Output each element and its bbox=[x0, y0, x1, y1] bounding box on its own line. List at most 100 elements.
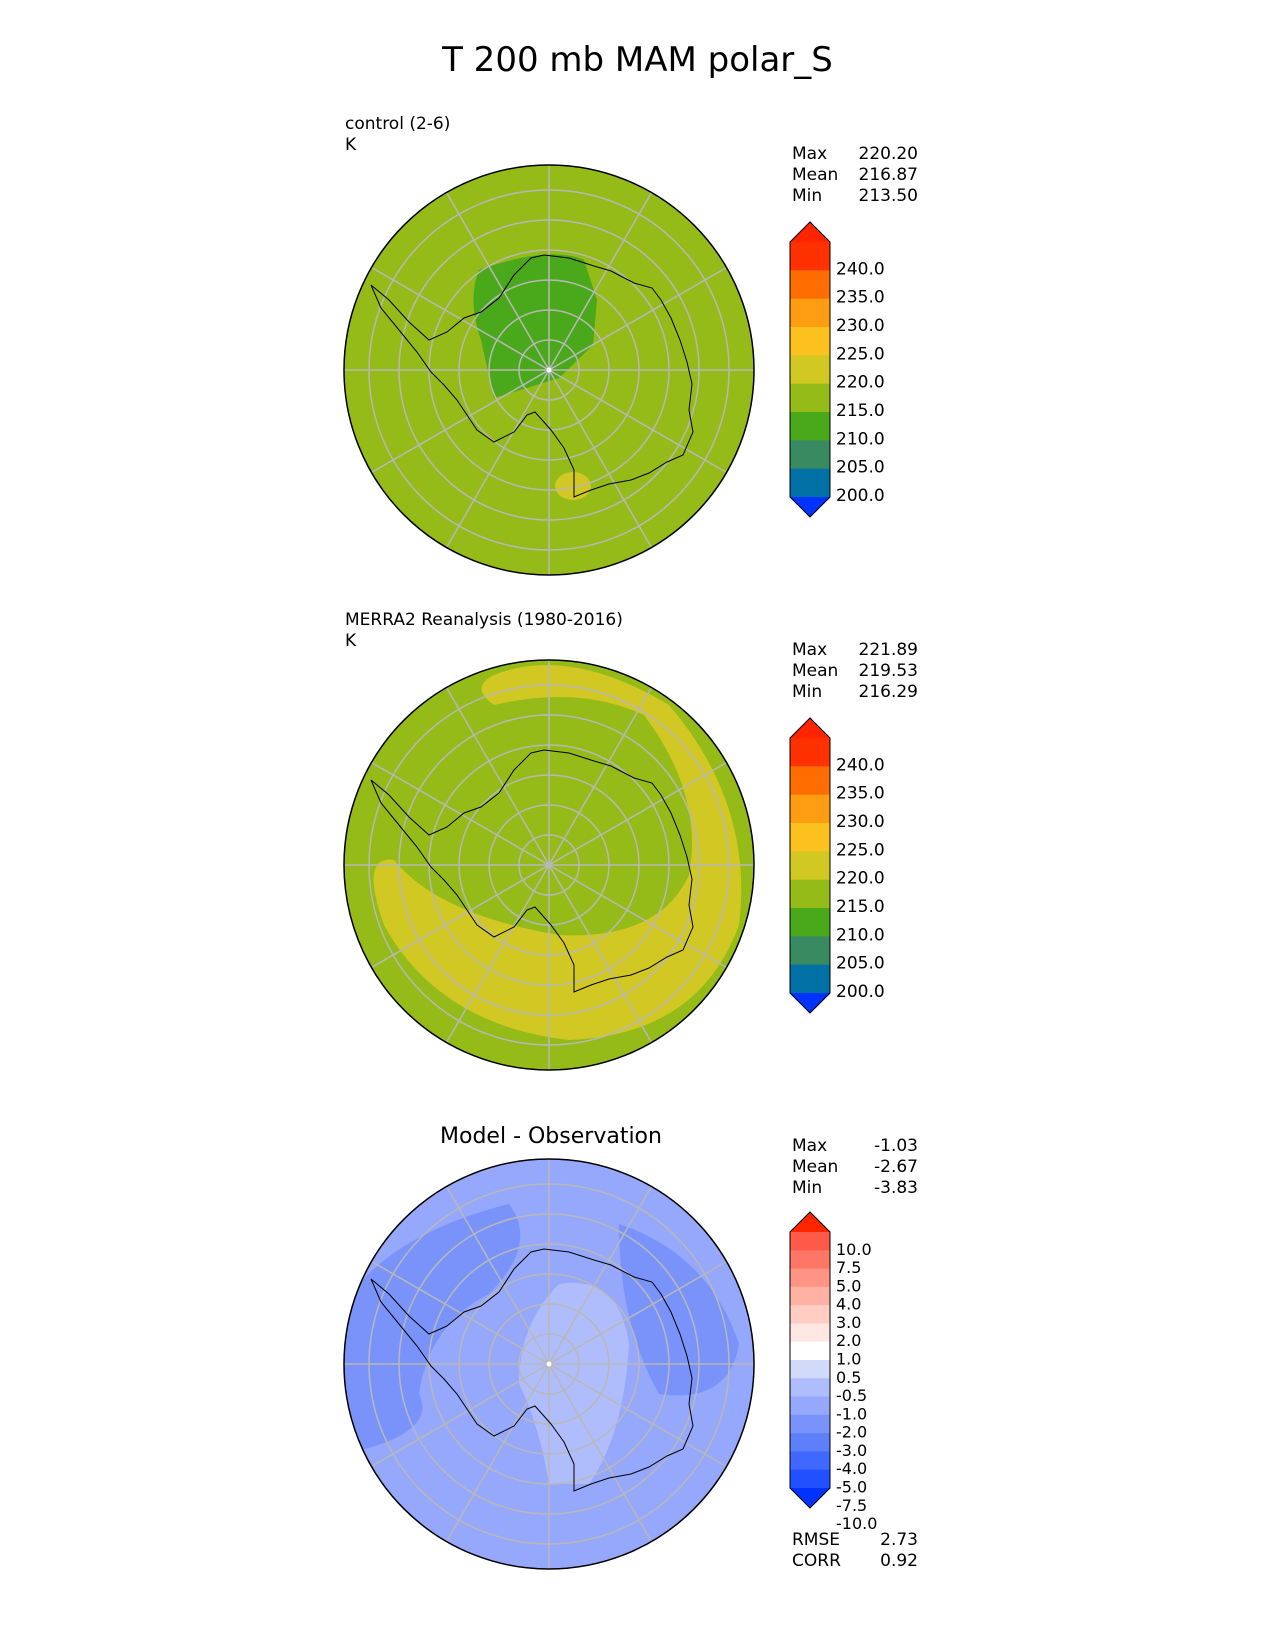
colorbar-tick-label: 240.0 bbox=[836, 755, 885, 775]
panel-1-label: control (2-6) K bbox=[345, 114, 450, 156]
colorbar-segment bbox=[790, 1305, 830, 1324]
colorbar-tick-label: 3.0 bbox=[836, 1313, 861, 1332]
colorbar-outline bbox=[789, 717, 831, 1014]
map-panel-3 bbox=[343, 1158, 755, 1570]
colorbar-segment bbox=[790, 1323, 830, 1343]
metric-key: CORR bbox=[792, 1551, 841, 1571]
colorbar-tick-label: 215.0 bbox=[836, 401, 885, 421]
panel-3-stats: Max -1.03 Mean -2.67 Min -3.83 bbox=[792, 1136, 918, 1199]
stat-value: 221.89 bbox=[858, 640, 918, 660]
stat-value: -2.67 bbox=[874, 1157, 918, 1177]
colorbar-segment bbox=[790, 1268, 830, 1288]
colorbar-segment bbox=[790, 936, 830, 966]
map-field bbox=[344, 1159, 754, 1569]
colorbar-segment bbox=[790, 327, 830, 356]
colorbar-segment bbox=[790, 1451, 830, 1471]
colorbar-panel-1: 240.0 235.0 230.0 225.0 220.0 215.0 210.0 205.0… bbox=[789, 221, 885, 518]
stat-key: Max bbox=[792, 640, 828, 660]
colorbar-segment bbox=[790, 298, 830, 328]
colorbar-tick-label: 220.0 bbox=[836, 869, 885, 889]
colorbar-segment bbox=[790, 1286, 830, 1306]
colorbar-segment bbox=[790, 1433, 830, 1452]
panel-1-stats: Max 220.20 Mean 216.87 Min 213.50 bbox=[792, 144, 918, 207]
colorbar-tick-label: 200.0 bbox=[836, 486, 885, 506]
colorbar-tick-label: 230.0 bbox=[836, 812, 885, 832]
panel-2-title: MERRA2 Reanalysis (1980-2016) bbox=[345, 610, 623, 630]
colorbar-tick-label: -2.0 bbox=[836, 1423, 867, 1442]
colorbar-tick-label: -3.0 bbox=[836, 1441, 867, 1460]
colorbar-tick-label: -1.0 bbox=[836, 1404, 867, 1423]
field-region-minus4-minus3 bbox=[344, 1204, 521, 1454]
colorbar-segment bbox=[790, 1469, 830, 1489]
colorbar-segment bbox=[790, 468, 830, 498]
colorbar-extend-max bbox=[790, 222, 830, 242]
colorbar-segment bbox=[790, 412, 830, 441]
metric-value: 2.73 bbox=[880, 1530, 918, 1550]
colorbar-tick-label: 240.0 bbox=[836, 259, 885, 279]
map-panel-1 bbox=[343, 164, 755, 576]
colorbar-segment bbox=[790, 242, 830, 271]
map-field bbox=[344, 165, 754, 575]
colorbar-tick-label: 200.0 bbox=[836, 982, 885, 1002]
colorbar-tick-label: 205.0 bbox=[836, 954, 885, 974]
colorbar-extend-min bbox=[790, 993, 830, 1013]
map-border bbox=[343, 164, 755, 576]
colorbar-segment bbox=[790, 1396, 830, 1416]
colorbar-outline bbox=[789, 221, 831, 518]
colorbar-segment bbox=[790, 851, 830, 881]
antarctica-coastline bbox=[370, 254, 694, 498]
stat-value: 216.87 bbox=[858, 165, 918, 185]
colorbar-segment bbox=[790, 440, 830, 470]
colorbar-extend-min bbox=[790, 497, 830, 517]
colorbar-tick-label: 215.0 bbox=[836, 897, 885, 917]
field-region-220-225 bbox=[373, 665, 742, 1040]
colorbar-segment bbox=[790, 383, 830, 413]
stat-value: -1.03 bbox=[874, 1136, 918, 1156]
panel-2-label: MERRA2 Reanalysis (1980-2016) K bbox=[345, 610, 623, 652]
colorbar-segment bbox=[790, 908, 830, 937]
panel-1-units: K bbox=[345, 135, 357, 155]
colorbar-tick-label: -10.0 bbox=[836, 1514, 877, 1533]
stat-key: Min bbox=[792, 1178, 823, 1198]
colorbar-tick-label: 1.0 bbox=[836, 1350, 861, 1369]
colorbar-segment bbox=[790, 879, 830, 909]
colorbar-tick-label: 10.0 bbox=[836, 1240, 872, 1259]
colorbar-tick-label: 205.0 bbox=[836, 458, 885, 478]
map-border bbox=[343, 659, 755, 1071]
stat-key: Max bbox=[792, 144, 828, 164]
stat-key: Mean bbox=[792, 1157, 839, 1177]
field-region-220-225 bbox=[555, 472, 591, 500]
colorbar-tick-label: 225.0 bbox=[836, 840, 885, 860]
stat-key: Max bbox=[792, 1136, 828, 1156]
stat-value: 216.29 bbox=[858, 682, 918, 702]
colorbar-tick-label: 210.0 bbox=[836, 429, 885, 449]
colorbar-extend-max bbox=[790, 1212, 830, 1232]
panel-3-metrics: RMSE 2.73 CORR 0.92 bbox=[792, 1530, 918, 1572]
colorbar-tick-label: 220.0 bbox=[836, 373, 885, 393]
colorbar-segment bbox=[790, 964, 830, 994]
colorbar-segment bbox=[790, 823, 830, 852]
colorbar-tick-label: -7.5 bbox=[836, 1496, 867, 1515]
panel-2-units: K bbox=[345, 631, 357, 651]
metric-key: RMSE bbox=[792, 1530, 841, 1550]
colorbar-extend-max bbox=[790, 718, 830, 738]
colorbar-tick-label: 230.0 bbox=[836, 316, 885, 336]
colorbar-panel-2: 240.0 235.0 230.0 225.0 220.0 215.0 210.0 205.0… bbox=[789, 717, 885, 1014]
colorbar-segment bbox=[790, 1232, 830, 1251]
antarctica-coastline bbox=[370, 1248, 694, 1492]
metric-value: 0.92 bbox=[880, 1551, 918, 1571]
colorbar-tick-label: 0.5 bbox=[836, 1368, 861, 1387]
map-panel-2 bbox=[343, 659, 755, 1071]
colorbar-tick-label: 235.0 bbox=[836, 784, 885, 804]
stat-key: Mean bbox=[792, 661, 839, 681]
colorbar-tick-label: -0.5 bbox=[836, 1386, 867, 1405]
colorbar-segment bbox=[790, 794, 830, 824]
antarctica-coastline bbox=[370, 749, 694, 993]
pole-marker bbox=[546, 1361, 552, 1367]
field-region-minus4-minus3 bbox=[619, 1224, 739, 1396]
colorbar-extend-min bbox=[790, 1488, 830, 1508]
pole-marker bbox=[546, 367, 552, 373]
colorbar-tick-label: 5.0 bbox=[836, 1276, 861, 1295]
map-border bbox=[343, 1158, 755, 1570]
colorbar-tick-label: 235.0 bbox=[836, 288, 885, 308]
